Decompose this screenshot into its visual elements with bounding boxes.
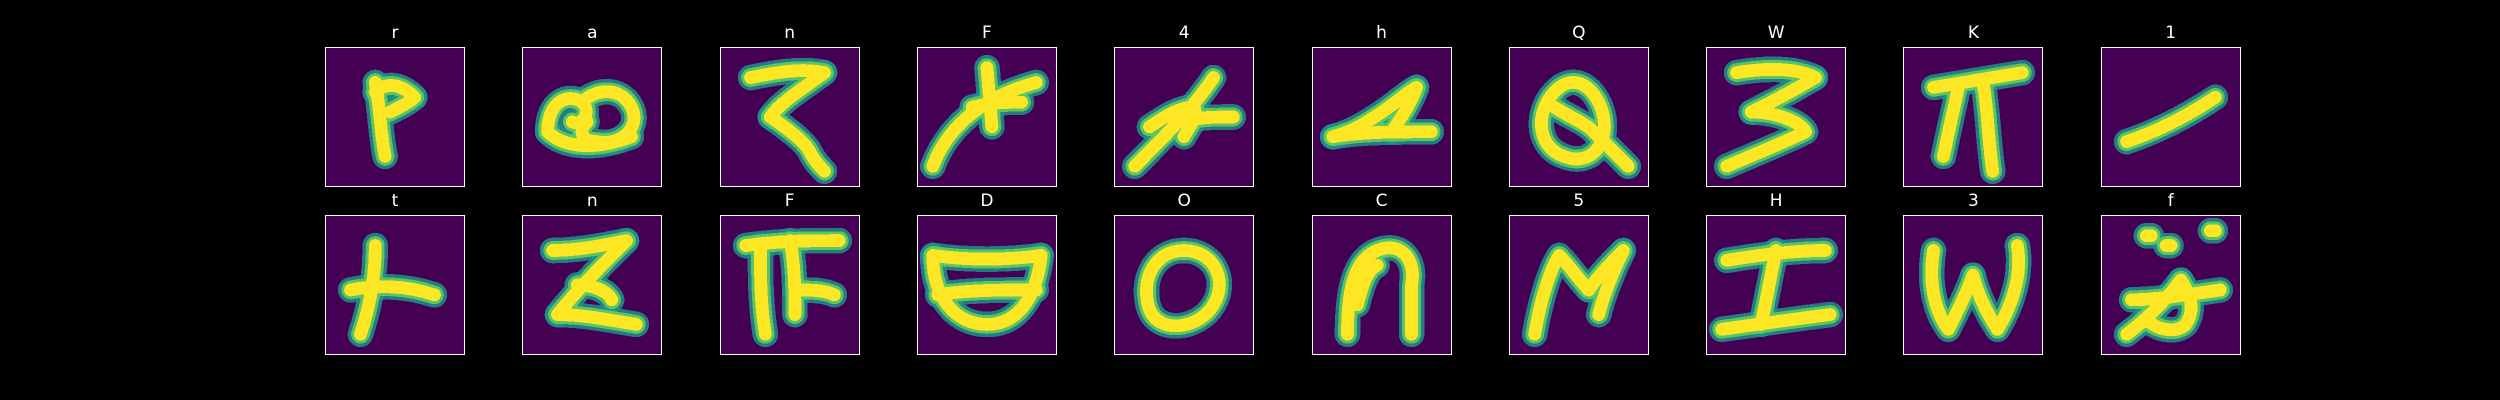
handwritten-O-sample: [1114, 215, 1255, 355]
handwritten-F-sample: [916, 47, 1057, 187]
sample-cell: t: [325, 188, 465, 358]
handwritten-C-sample: [1311, 215, 1452, 355]
handwritten-3-sample: [1903, 215, 2044, 355]
handwritten-Q-sample: [1508, 47, 1649, 187]
sample-label: 5: [1573, 191, 1585, 211]
sample-cell: F: [916, 20, 1057, 190]
sample-label: D: [980, 191, 994, 211]
sample-cell: n: [719, 20, 860, 190]
sample-cell: W: [1706, 20, 1847, 190]
sample-label: K: [1967, 23, 1979, 43]
sample-cell: h: [1311, 20, 1452, 190]
sample-cell: 5: [1508, 188, 1649, 358]
sample-cell: O: [1114, 188, 1255, 358]
sample-cell: Q: [1508, 20, 1649, 190]
sample-cell: D: [916, 188, 1057, 358]
handwritten-H-sample: [1706, 215, 1847, 355]
sample-label: t: [391, 191, 399, 211]
sample-cell: a: [522, 20, 663, 190]
sample-label: f: [2167, 191, 2174, 211]
sample-cell: H: [1706, 188, 1847, 358]
sample-label: H: [1769, 191, 1783, 211]
handwritten-4-sample: [1114, 47, 1255, 187]
sample-cell: C: [1311, 188, 1452, 358]
sample-cell: 3: [1903, 188, 2044, 358]
handwritten-h-sample: [1311, 47, 1452, 187]
handwritten-n-sample: [522, 215, 663, 355]
handwritten-F-sample: [719, 215, 860, 355]
sample-label: O: [1177, 191, 1191, 211]
handwritten-1-sample: [2100, 47, 2241, 187]
sample-label: n: [586, 191, 598, 211]
sample-label: r: [391, 23, 399, 43]
sample-label: h: [1376, 23, 1387, 43]
handwritten-5-sample: [1508, 215, 1649, 355]
handwritten-t-sample: [325, 215, 465, 355]
sample-label: W: [1767, 23, 1785, 43]
sample-cell: 4: [1114, 20, 1255, 190]
handwritten-f-sample: [2100, 215, 2241, 355]
sample-label: 3: [1967, 191, 1979, 211]
sample-cell: K: [1903, 20, 2044, 190]
handwritten-D-sample: [916, 215, 1057, 355]
sample-label: n: [784, 23, 795, 43]
handwritten-W-sample: [1706, 47, 1847, 187]
sample-label: 4: [1178, 23, 1190, 43]
sample-cell: f: [2100, 188, 2241, 358]
handwritten-n-sample: [719, 47, 860, 187]
sample-cell: n: [522, 188, 663, 358]
handwritten-K-sample: [1903, 47, 2044, 187]
sample-cell: r: [325, 20, 465, 190]
sample-cell: F: [719, 188, 860, 358]
handwritten-a-sample: [522, 47, 663, 187]
sample-label: 1: [2165, 23, 2177, 43]
sample-label: C: [1375, 191, 1388, 211]
sample-label: a: [587, 23, 598, 43]
sample-label: F: [982, 23, 992, 43]
sample-label: F: [784, 191, 795, 211]
sample-label: Q: [1572, 23, 1586, 43]
sample-cell: 1: [2100, 20, 2241, 190]
handwritten-r-sample: [325, 47, 465, 187]
